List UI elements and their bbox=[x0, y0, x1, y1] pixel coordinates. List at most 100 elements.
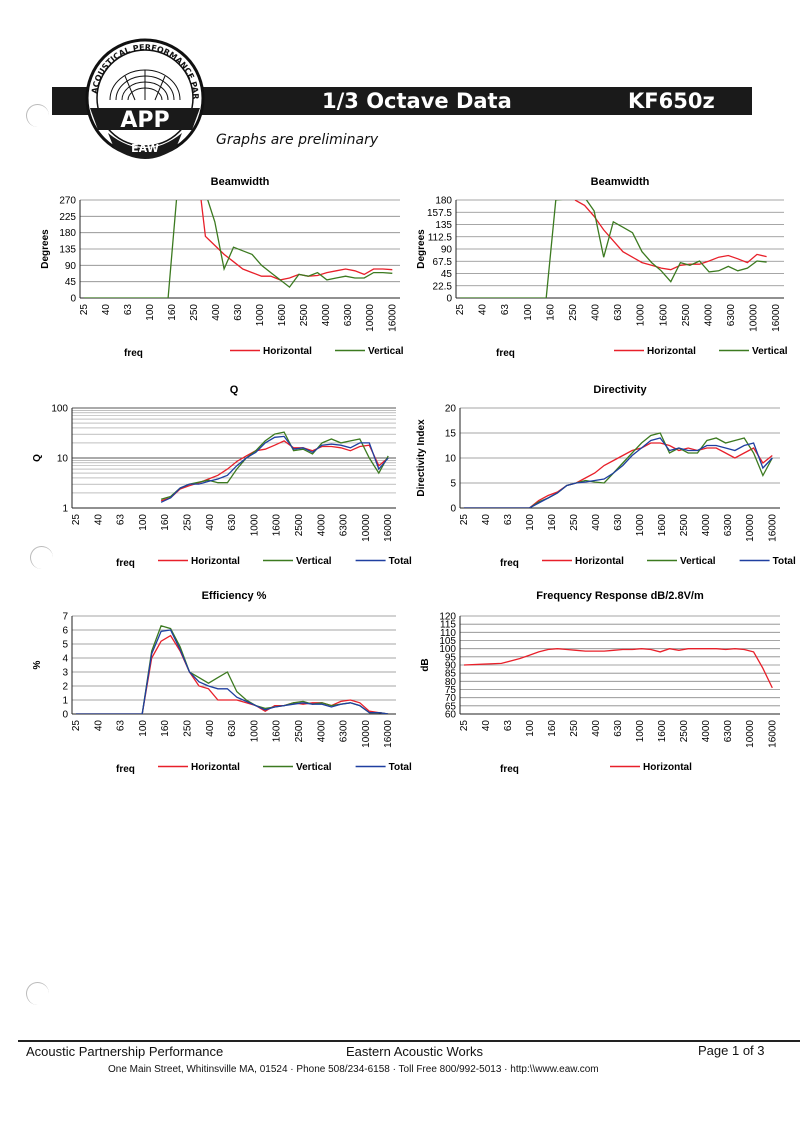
chart-title: Beamwidth bbox=[591, 176, 650, 188]
chart-svg: Directivity 0 5 10 15 20 Directivity Index 25 40… bbox=[416, 384, 796, 569]
x-tick-label: 100 bbox=[138, 720, 149, 737]
x-tick-label: 2500 bbox=[681, 304, 692, 327]
x-tick-label: 100 bbox=[138, 514, 149, 531]
x-tick-label: 25 bbox=[79, 304, 90, 316]
legend-label: Horizontal bbox=[647, 346, 696, 357]
legend-label: Horizontal bbox=[643, 762, 692, 773]
y-tick-label: 75 bbox=[445, 685, 457, 696]
footer-address: One Main Street, Whitinsville MA, 01524 … bbox=[108, 1064, 599, 1075]
y-tick-label: 4 bbox=[62, 654, 68, 665]
x-tick-label: 630 bbox=[227, 514, 238, 531]
series-line-total bbox=[160, 435, 389, 503]
chart-svg: Frequency Response dB/2.8V/m 606570758085… bbox=[420, 590, 780, 775]
x-tick-label: 6300 bbox=[343, 304, 354, 327]
y-tick-label: 0 bbox=[446, 294, 452, 305]
x-tick-label: 40 bbox=[481, 720, 492, 732]
footer-company: Acoustic Partnership Performance bbox=[26, 1044, 224, 1059]
y-tick-label: 10 bbox=[57, 454, 69, 465]
x-tick-label: 100 bbox=[525, 720, 536, 737]
x-tick-label: 4000 bbox=[701, 514, 712, 537]
y-tick-label: 0 bbox=[450, 504, 456, 515]
y-tick-label: 70 bbox=[445, 693, 457, 704]
x-tick-label: 40 bbox=[481, 514, 492, 526]
app-eaw-logo: ACOUSTICAL PERFORMANCE PARTNERSHIP APP E… bbox=[80, 38, 205, 159]
legend-label: Total bbox=[389, 556, 412, 567]
x-tick-label: 1000 bbox=[255, 304, 266, 327]
x-tick-label: 630 bbox=[613, 304, 624, 321]
x-tick-label: 6300 bbox=[339, 514, 350, 537]
x-tick-label: 1000 bbox=[636, 304, 647, 327]
x-tick-label: 400 bbox=[211, 304, 222, 321]
legend-label: Vertical bbox=[752, 346, 788, 357]
hole-punch-mark bbox=[26, 104, 49, 127]
y-tick-label: 15 bbox=[445, 429, 457, 440]
chart-directivity: Directivity 0 5 10 15 20 Directivity Index 25 40… bbox=[412, 380, 796, 572]
y-axis-label: Degrees bbox=[416, 229, 427, 269]
y-tick-label: 6 bbox=[62, 626, 68, 637]
x-tick-label: 250 bbox=[569, 720, 580, 737]
chart-title: Frequency Response dB/2.8V/m bbox=[536, 590, 704, 602]
x-tick-label: 160 bbox=[547, 514, 558, 531]
x-tick-label: 160 bbox=[545, 304, 556, 321]
chart-beamwidth-left: Beamwidth 0 45 90 135 180 225 270 Degrees 25 40 63 1… bbox=[28, 172, 408, 362]
x-tick-label: 250 bbox=[183, 720, 194, 737]
x-tick-label: 250 bbox=[183, 514, 194, 531]
y-tick-label: 60 bbox=[445, 710, 457, 721]
y-tick-label: 112.5 bbox=[428, 232, 453, 243]
x-tick-label: 16000 bbox=[387, 304, 398, 332]
x-tick-label: 160 bbox=[547, 720, 558, 737]
x-axis-label: freq bbox=[116, 558, 135, 569]
page-title: 1/3 Octave Data bbox=[322, 89, 512, 113]
x-tick-label: 250 bbox=[569, 514, 580, 531]
y-tick-label: 225 bbox=[59, 212, 76, 223]
footer-divider bbox=[18, 1040, 800, 1042]
x-tick-label: 16000 bbox=[383, 720, 394, 748]
x-tick-label: 630 bbox=[227, 720, 238, 737]
x-tick-label: 10000 bbox=[745, 514, 756, 542]
x-tick-label: 10000 bbox=[361, 514, 372, 542]
x-tick-label: 1600 bbox=[272, 720, 283, 743]
x-tick-label: 63 bbox=[503, 514, 514, 526]
y-tick-label: 45 bbox=[65, 277, 77, 288]
legend-label: Total bbox=[773, 556, 796, 567]
x-tick-label: 63 bbox=[116, 720, 127, 732]
chart-svg: Efficiency % 0 1 2 3 4 5 6 7% 25 40 63 100 160 250 400 6… bbox=[32, 590, 412, 775]
x-tick-label: 16000 bbox=[767, 514, 778, 542]
x-tick-label: 40 bbox=[478, 304, 489, 316]
y-tick-label: 135 bbox=[435, 220, 452, 231]
y-tick-label: 20 bbox=[445, 404, 457, 415]
y-tick-label: 2 bbox=[62, 682, 68, 693]
x-tick-label: 25 bbox=[71, 514, 82, 526]
model-name: KF650z bbox=[628, 89, 715, 113]
x-tick-label: 1000 bbox=[249, 720, 260, 743]
chart-title: Beamwidth bbox=[211, 176, 270, 188]
x-tick-label: 250 bbox=[189, 304, 200, 321]
x-axis-label: freq bbox=[116, 764, 135, 775]
x-tick-label: 1600 bbox=[658, 304, 669, 327]
x-tick-label: 40 bbox=[93, 720, 104, 732]
x-tick-label: 4000 bbox=[703, 304, 714, 327]
chart-efficiency: Efficiency % 0 1 2 3 4 5 6 7% 25 40 63 100 160 250 400 6… bbox=[28, 586, 412, 778]
logo-main-text: APP bbox=[120, 108, 169, 133]
page-number: Page 1 of 3 bbox=[698, 1043, 765, 1058]
x-tick-label: 2500 bbox=[294, 720, 305, 743]
footer-partner: Eastern Acoustic Works bbox=[346, 1044, 484, 1059]
y-tick-label: 105 bbox=[439, 636, 456, 647]
x-tick-label: 400 bbox=[591, 304, 602, 321]
x-tick-label: 250 bbox=[568, 304, 579, 321]
series-line-vertical bbox=[84, 200, 393, 298]
y-tick-label: 157.5 bbox=[427, 208, 452, 219]
x-tick-label: 1600 bbox=[277, 304, 288, 327]
x-tick-label: 10000 bbox=[745, 720, 756, 748]
y-tick-label: 135 bbox=[59, 245, 76, 256]
y-tick-label: 65 bbox=[445, 701, 457, 712]
chart-svg: Beamwidth 0 45 90 135 180 225 270 Degrees 25 40 63 1… bbox=[40, 176, 404, 359]
x-tick-label: 10000 bbox=[365, 304, 376, 332]
chart-title: Efficiency % bbox=[202, 590, 267, 602]
y-tick-label: 1 bbox=[62, 696, 68, 707]
x-tick-label: 2500 bbox=[294, 514, 305, 537]
x-axis-label: freq bbox=[500, 764, 519, 775]
y-tick-label: 45 bbox=[441, 269, 453, 280]
x-tick-label: 160 bbox=[167, 304, 178, 321]
chart-q: Q 1 10 100 Q 25 40 63 100 160 250 400 630 1000 1600 250… bbox=[28, 380, 412, 572]
